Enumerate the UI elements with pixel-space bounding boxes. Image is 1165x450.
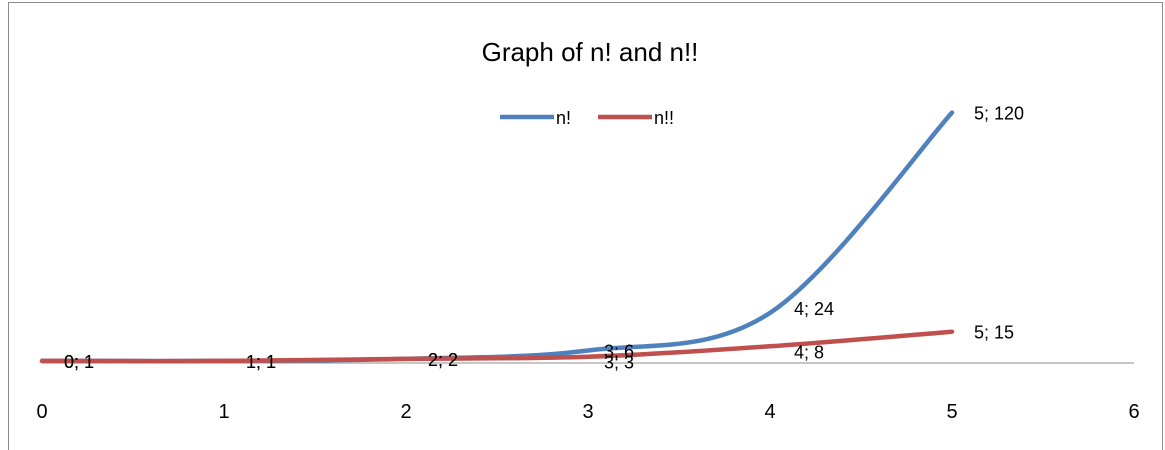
legend-label: n! [556,108,571,128]
x-axis-tick-labels: 0 1 2 3 4 5 6 [36,401,1139,423]
data-label: 0; 1 [64,352,94,372]
data-label: 5; 120 [974,104,1024,124]
x-tick-label: 3 [582,401,593,423]
data-label: 2; 2 [428,350,458,370]
data-label: 1; 1 [246,352,276,372]
data-label: 1; 1 [246,352,276,372]
data-label: 3; 3 [604,353,634,373]
x-tick-label: 2 [400,401,411,423]
data-label: 5; 15 [974,323,1014,343]
series-line-n-double-factorial [39,329,955,364]
x-tick-label: 5 [946,401,957,423]
series-lines [39,110,955,364]
chart-area [8,2,1163,450]
x-tick-label: 0 [36,401,47,423]
legend: n! n!! [500,108,674,128]
data-label: 3; 6 [604,341,634,361]
data-label: 4; 24 [794,299,834,319]
data-label: 4; 8 [794,342,824,362]
x-tick-label: 1 [218,401,229,423]
x-tick-label: 4 [764,401,775,423]
chart-title: Graph of n! and n!! [482,37,699,67]
series-line-n-factorial [39,110,955,364]
data-label: 0; 1 [64,352,94,372]
x-tick-label: 6 [1128,401,1139,423]
legend-label: n!! [654,108,674,128]
data-label: 2; 2 [428,350,458,370]
